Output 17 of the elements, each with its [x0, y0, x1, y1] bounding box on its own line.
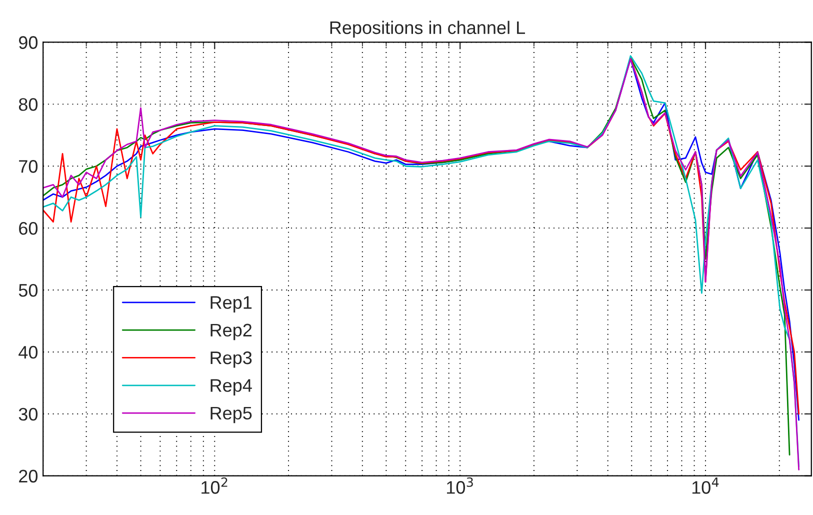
- y-tick-label: 40: [18, 346, 38, 359]
- chart-title: Repositions in channel L: [330, 20, 526, 38]
- y-tick-label: 80: [18, 98, 38, 111]
- legend-label: Rep5: [210, 406, 252, 424]
- legend-label: Rep2: [210, 324, 252, 340]
- x-tick-label: 10$^{3}$: [447, 477, 473, 494]
- legend-label: Rep1: [210, 296, 252, 312]
- y-tick-label: 90: [18, 36, 38, 49]
- y-tick-label: 70: [19, 160, 38, 173]
- y-tick-label: 50: [18, 284, 38, 297]
- y-tick-label: 30: [18, 408, 38, 421]
- x-tick-label: 10$^{2}$: [202, 477, 228, 494]
- y-tick-label: 60: [19, 222, 38, 235]
- legend-label: Rep3: [210, 351, 252, 368]
- legend-label: Rep4: [210, 379, 252, 396]
- y-tick-label: 20: [19, 470, 38, 483]
- x-tick-label: 10$^{4}$: [692, 478, 719, 494]
